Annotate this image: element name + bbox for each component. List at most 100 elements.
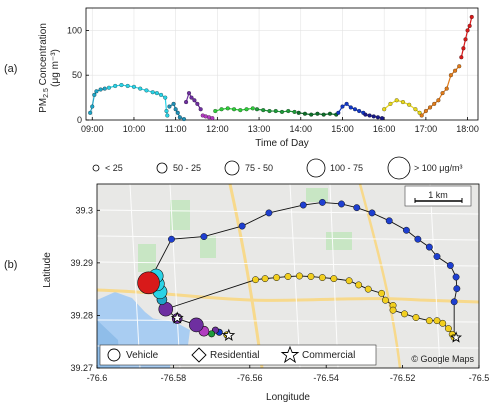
data-point-2-0: [167, 104, 172, 109]
data-point-11-2: [428, 105, 433, 110]
x-axis-label-b: Longitude: [266, 392, 310, 403]
data-point-9-1: [367, 113, 372, 118]
data-point-7-1: [302, 111, 307, 116]
data-point-0-1: [90, 104, 95, 109]
data-point-0-0: [88, 110, 93, 115]
legend-commercial-label: Commercial: [302, 350, 355, 361]
data-point-3-2: [189, 95, 194, 100]
data-point-5-1: [219, 107, 224, 112]
route-point-blue-13: [433, 253, 441, 260]
data-point-5-6: [250, 106, 255, 111]
data-point-2-3: [175, 110, 180, 115]
route-point-yellow-18: [433, 317, 441, 325]
series-line-12: [460, 16, 473, 58]
size-legend-label-2: 50 - 25: [173, 163, 201, 173]
map-park-3: [306, 188, 328, 202]
data-point-7-0: [296, 110, 301, 115]
route-point-blue-9: [385, 217, 393, 225]
data-point-2-5: [181, 117, 187, 122]
data-point-0-2: [92, 92, 97, 97]
data-point-1-10: [163, 95, 168, 100]
data-point-11-5: [440, 91, 445, 96]
data-point-2-4: [177, 115, 182, 120]
legend-vehicle-label: Vehicle: [126, 350, 159, 361]
data-point-10-3: [400, 100, 405, 105]
route-point-yellow-16: [412, 314, 420, 321]
map-area-b: 1 km Vehicle Residential Commercial © Go…: [96, 183, 480, 369]
data-point-8-3: [348, 105, 353, 110]
data-point-11-1: [423, 109, 428, 114]
data-point-11-7: [448, 73, 453, 78]
route-point-blue-12: [425, 243, 433, 251]
axes-frame-a: [85, 7, 479, 121]
axes-frame-b: [96, 183, 480, 369]
y-tick-label-b-0: 39.27: [70, 363, 93, 373]
data-point-3-0: [184, 100, 189, 105]
data-point-2-2: [173, 107, 178, 112]
route-point-yellow-20: [444, 325, 452, 333]
route-point-end-3: [208, 330, 216, 338]
data-point-8-0: [336, 110, 341, 115]
data-point-10-0: [382, 107, 387, 112]
y-axis-label-a-sub: 2.5: [43, 88, 50, 98]
route-point-blue-16: [453, 285, 461, 293]
data-point-7-4: [321, 112, 326, 117]
size-legend-label-3: 75 - 50: [245, 163, 273, 173]
data-point-1-3: [125, 83, 130, 88]
y-tick-label-b-2: 39.29: [70, 258, 93, 268]
x-tick-label-a-3: 12:00: [206, 124, 229, 134]
x-tick-label-a-8: 17:00: [415, 124, 438, 134]
data-point-5-4: [238, 108, 243, 113]
y-axis-label-b: Latitude: [42, 252, 53, 288]
route-point-blue-2: [238, 222, 246, 230]
data-point-6-1: [261, 108, 266, 113]
data-point-1-1: [113, 83, 118, 88]
map-park-1: [170, 200, 190, 230]
route-point-yellow-12: [381, 296, 389, 304]
data-point-10-2: [394, 98, 399, 103]
size-legend-marker-1: [92, 164, 100, 172]
data-point-5-3: [232, 107, 237, 112]
map-highway-2: [228, 183, 264, 369]
y-axis-label-a-rest: Concentration: [38, 23, 49, 88]
size-legend: < 25 50 - 25 75 - 50 100 - 75 > 100 μg/m…: [92, 156, 462, 180]
size-legend-marker-5: [387, 156, 411, 180]
panel-label-b: (b): [4, 259, 17, 271]
data-point-1-11: [164, 109, 169, 114]
data-point-9-4: [380, 116, 385, 121]
route-point-blue-5: [318, 198, 326, 206]
x-axis-label-a: Time of Day: [255, 138, 309, 149]
data-point-11-9: [457, 64, 462, 69]
route-point-blue-17: [450, 298, 458, 306]
x-tick-label-a-2: 11:00: [165, 124, 187, 134]
x-tick-label-b-4: -76.52: [390, 373, 416, 383]
axes-b: -76.6 -76.58 -76.56 -76.54 -76.52 -76.5 39.27 3…: [70, 183, 489, 383]
series-line-11: [421, 65, 460, 116]
data-point-3-5: [198, 107, 203, 112]
map-park-4: [326, 232, 352, 250]
data-point-11-8: [453, 68, 458, 73]
legend-vehicle-marker: [107, 348, 121, 362]
route-point-yellow-2: [273, 274, 280, 282]
route-point-blue-7: [353, 204, 361, 212]
data-point-2-1: [171, 101, 176, 106]
data-point-11-4: [436, 98, 441, 103]
y-axis-label-a-main: PM: [38, 98, 49, 113]
route-point-yellow-3: [284, 273, 292, 280]
data-point-3-3: [192, 98, 197, 103]
map-park-5: [138, 244, 156, 272]
route-point-blue-4: [299, 201, 307, 209]
data-point-6-2: [267, 109, 272, 114]
size-legend-label-1: < 25: [105, 163, 123, 173]
data-point-10-6: [417, 110, 422, 115]
size-legend-label-5: > 100 μg/m³: [414, 163, 462, 173]
route-point-blue-8: [368, 209, 376, 217]
route-point-blue-15: [452, 273, 460, 281]
route-point-yellow-6: [318, 274, 326, 282]
route-point-blue-14: [446, 262, 454, 269]
plot-area-a: 09:00 10:00 11:00 12:00 13:00 14:00 15:00 16:00…: [67, 7, 479, 134]
data-point-8-1: [340, 104, 345, 109]
commercial-marker-3: [450, 331, 462, 343]
data-point-1-12: [165, 113, 170, 118]
